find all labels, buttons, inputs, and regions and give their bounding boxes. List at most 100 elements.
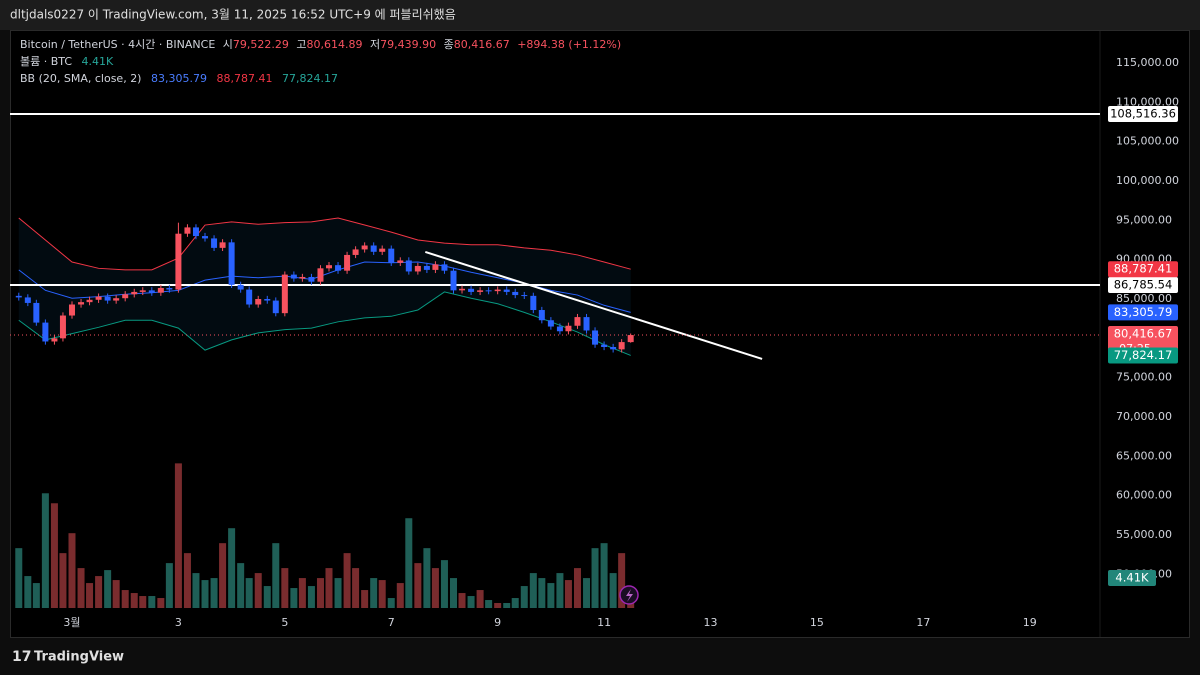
candle-body <box>361 245 368 250</box>
volume-bar <box>520 586 528 608</box>
candle-body <box>441 264 448 271</box>
volume-bar <box>298 578 306 608</box>
volume-bar <box>24 576 32 608</box>
volume-bar <box>290 588 298 608</box>
volume-bar <box>15 548 23 608</box>
candle-body <box>24 297 31 303</box>
volume-bar <box>59 553 67 608</box>
volume-bar <box>148 596 156 608</box>
x-tick-label: 19 <box>1023 616 1037 629</box>
candle-body <box>450 270 457 291</box>
volume-bar <box>591 548 599 608</box>
volume-bar <box>95 576 103 608</box>
volume-bar <box>104 570 112 608</box>
volume-bar <box>343 553 351 608</box>
volume-bar <box>201 580 209 608</box>
publish-note: dltjdals0227 이 TradingView.com, 3월 11, 2… <box>10 8 456 22</box>
y-tick-label: 70,000.00 <box>1116 410 1172 423</box>
candle-body <box>192 227 199 237</box>
volume-bar <box>112 580 120 608</box>
candle-body <box>379 248 386 252</box>
chart-panel <box>10 30 1190 638</box>
x-tick-label: 13 <box>704 616 718 629</box>
candle-body <box>281 274 288 314</box>
volume-value: 4.41K <box>82 55 114 68</box>
bb-upper-value: 88,787.41 <box>216 72 272 85</box>
volume-bar <box>431 568 439 608</box>
candle-body <box>122 294 129 299</box>
candle-body <box>610 346 617 350</box>
candle-body <box>370 245 377 252</box>
candle-body <box>139 290 146 292</box>
candle-body <box>317 268 324 282</box>
volume-bar <box>130 593 138 608</box>
volume-tag-bg <box>1108 570 1156 587</box>
volume-bar <box>325 568 333 608</box>
candle-body <box>42 322 49 342</box>
candle-body <box>202 236 209 239</box>
x-tick-label: 5 <box>281 616 288 629</box>
candle-body <box>574 317 581 326</box>
ohlc-key: 저 <box>370 38 380 51</box>
bb-lower-tag-bg <box>1108 347 1178 364</box>
candle-body <box>352 249 359 255</box>
candle-body <box>592 330 599 345</box>
volume-bar <box>307 586 315 608</box>
candle-body <box>405 260 412 272</box>
candle-body <box>503 289 510 292</box>
candle-body <box>477 290 484 292</box>
volume-bar <box>210 578 218 608</box>
candle-body <box>485 290 492 292</box>
volume-bar <box>600 543 608 608</box>
candle-body <box>68 304 75 316</box>
candle-body <box>618 342 625 350</box>
volume-bar <box>245 578 253 608</box>
candle-body <box>148 290 155 293</box>
y-tick-label: 105,000.00 <box>1116 135 1179 148</box>
candle-body <box>335 265 342 271</box>
volume-bar <box>414 563 422 608</box>
volume-bar <box>387 598 395 608</box>
volume-bar <box>174 463 182 608</box>
ohlc-value: 80,614.89 <box>307 38 363 51</box>
volume-bar <box>183 553 191 608</box>
y-tick-label: 60,000.00 <box>1116 489 1172 502</box>
volume-bar <box>237 563 245 608</box>
candle-body <box>512 291 519 296</box>
volume-bar <box>529 573 537 608</box>
volume-bar <box>396 583 404 608</box>
volume-bar <box>50 503 58 608</box>
ohlc-value: 80,416.67 <box>454 38 510 51</box>
volume-bar <box>77 568 85 608</box>
y-tick-label: 65,000.00 <box>1116 449 1172 462</box>
candle-body <box>51 338 58 342</box>
volume-bar <box>263 586 271 608</box>
bb-lower <box>18 291 631 356</box>
volume-bar <box>165 563 173 608</box>
volume-bar <box>352 568 360 608</box>
volume-bar <box>281 568 289 608</box>
candle-body <box>33 302 40 323</box>
plot <box>10 112 1100 608</box>
candle-body <box>601 344 608 347</box>
candle-body <box>113 298 120 301</box>
x-tick-label: 3 <box>175 616 182 629</box>
ohlc-value: 79,439.90 <box>380 38 436 51</box>
volume-bar <box>41 493 49 608</box>
ohlc-value: 79,522.29 <box>233 38 289 51</box>
candle-body <box>246 289 253 305</box>
legend-line: Bitcoin / TetherUS · 4시간 · BINANCE 시79,5… <box>20 38 621 51</box>
x-tick-label: 11 <box>597 616 611 629</box>
candle-body <box>459 288 466 291</box>
volume-bar <box>68 533 76 608</box>
hline-tag-bg <box>1108 105 1178 122</box>
candle-body <box>237 284 244 290</box>
volume-bar <box>450 578 458 608</box>
candle-body <box>175 233 182 290</box>
bb-middle-value: 83,305.79 <box>151 72 207 85</box>
candle-body <box>86 299 93 303</box>
volume-bar <box>423 548 431 608</box>
candle-body <box>290 274 297 279</box>
y-tick-label: 85,000.00 <box>1116 292 1172 305</box>
